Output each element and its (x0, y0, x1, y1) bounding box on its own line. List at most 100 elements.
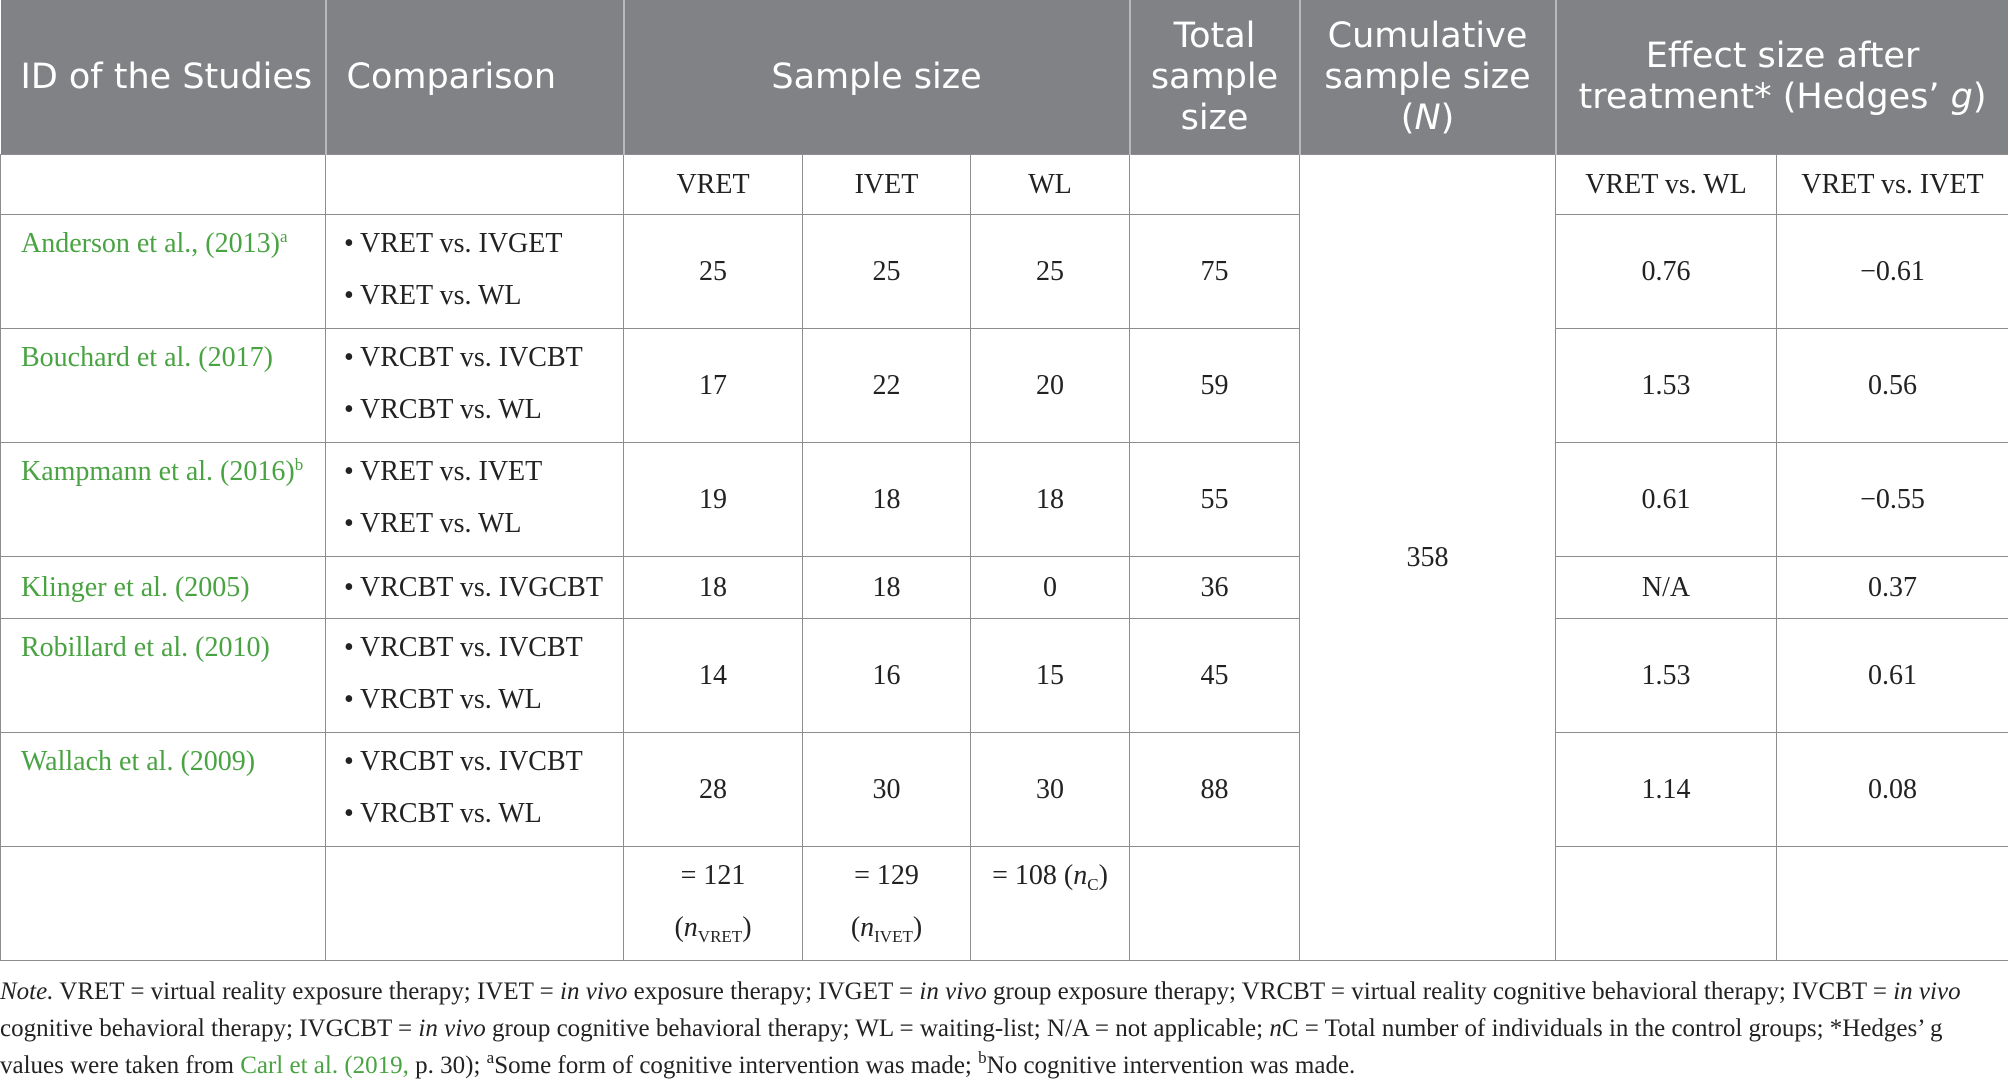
table-row: Kampmann et al. (2016)b • VRET vs. IVET •… (0, 442, 2008, 557)
note-italic: in vivo (919, 978, 987, 1005)
totals-empty-total (1129, 846, 1301, 961)
comparison-text: VRCBT vs. IVCBT (360, 342, 583, 373)
comparison-text: VRCBT vs. IVCBT (360, 632, 583, 663)
total-wl-value: = 108 (nC) (979, 859, 1121, 893)
total-wl-number: = 108 ( (992, 860, 1074, 891)
total-size: 88 (1129, 732, 1301, 847)
bullet: • (344, 456, 354, 487)
comparison-cell: • VRCBT vs. IVCBT • VRCBT vs. WL (325, 618, 624, 733)
bullet: • (344, 746, 354, 777)
bullet: • (344, 280, 354, 311)
effect-vret-vs-wl: 0.76 (1555, 214, 1778, 329)
total-ivet-cell: = 129 (nIVET) (802, 846, 971, 961)
comparison-item: • VRCBT vs. IVGCBT (344, 571, 623, 605)
comparison-cell: • VRCBT vs. IVCBT • VRCBT vs. WL (325, 328, 624, 443)
footnote-marker-b: b (978, 1048, 987, 1067)
total-wl-cell: = 108 (nC) (969, 846, 1131, 961)
bullet: • (344, 798, 354, 829)
effect-vret-vs-wl: 1.53 (1555, 618, 1778, 733)
citation-link[interactable]: Carl et al. (2019, (240, 1052, 409, 1079)
subheader-empty-total (1129, 154, 1301, 215)
totals-empty-es-wl (1555, 846, 1778, 961)
note-italic: in vivo (418, 1015, 486, 1042)
ivet-size: 18 (802, 556, 971, 619)
vret-size: 19 (623, 442, 803, 557)
comparison-item: • VRET vs. IVGET (344, 227, 623, 279)
note-text: group cognitive behavioral therapy; WL =… (485, 1015, 1270, 1042)
note-text: exposure therapy; IVGET = (627, 978, 920, 1005)
comparison-item: • VRET vs. IVET (344, 455, 623, 507)
table-row: Klinger et al. (2005) • VRCBT vs. IVGCBT … (0, 556, 2008, 619)
wl-size: 0 (969, 556, 1131, 619)
total-size: 75 (1129, 214, 1301, 329)
ivet-size: 25 (802, 214, 971, 329)
comparison-text: VRCBT vs. WL (360, 394, 542, 425)
vret-size: 14 (623, 618, 803, 733)
subheader-vret-vs-wl: VRET vs. WL (1555, 154, 1778, 215)
vret-size: 28 (623, 732, 803, 847)
study-name: Kampmann et al. (2016) (21, 456, 295, 487)
bullet: • (344, 571, 354, 603)
bullet: • (344, 508, 354, 539)
comparison-item: • VRCBT vs. IVCBT (344, 745, 623, 797)
study-name-cell: Wallach et al. (2009) (0, 732, 326, 847)
note-italic: in vivo (1893, 978, 1961, 1005)
total-ivet-value: = 129 (854, 860, 919, 891)
n-subscript: C (1087, 875, 1099, 894)
totals-empty-es-ivet (1776, 846, 2008, 961)
footnote-marker-a: a (486, 1048, 495, 1067)
comparison-cell: • VRET vs. IVET • VRET vs. WL (325, 442, 624, 557)
ivet-size: 18 (802, 442, 971, 557)
study-footnote-marker: a (279, 227, 288, 246)
header-cumulative-open: ( (1400, 97, 1415, 138)
comparison-item: • VRET vs. WL (344, 507, 623, 541)
n-subscript: IVET (874, 927, 913, 946)
total-size: 59 (1129, 328, 1301, 443)
header-cumulative: Cumulative sample size (N) (1299, 0, 1557, 155)
vret-size: 18 (623, 556, 803, 619)
header-comparison: Comparison (325, 0, 625, 155)
comparison-cell: • VRET vs. IVGET • VRET vs. WL (325, 214, 624, 329)
bullet: • (344, 394, 354, 425)
study-footnote-marker: b (294, 455, 304, 474)
wl-size: 18 (969, 442, 1131, 557)
subheader-ivet: IVET (802, 154, 971, 215)
bullet: • (344, 228, 354, 259)
header-sample-size: Sample size (623, 0, 1131, 155)
comparison-text: VRCBT vs. WL (360, 684, 542, 715)
bullet: • (344, 342, 354, 373)
effect-vret-vs-ivet: 0.37 (1776, 556, 2008, 619)
total-vret-label: (nVRET) (674, 912, 752, 946)
comparison-cell: • VRCBT vs. IVGCBT (325, 556, 624, 619)
subheader-vret: VRET (623, 154, 803, 215)
n-symbol: n (860, 912, 875, 943)
wl-size: 15 (969, 618, 1131, 733)
n-subscript: VRET (697, 927, 743, 946)
total-size: 45 (1129, 618, 1301, 733)
study-name-cell: Kampmann et al. (2016)b (0, 442, 326, 557)
effect-vret-vs-ivet: −0.55 (1776, 442, 2008, 557)
effect-vret-vs-ivet: −0.61 (1776, 214, 2008, 329)
header-effect-size: Effect size after treatment* (Hedges’ g) (1555, 0, 2008, 155)
comparison-cell: • VRCBT vs. IVCBT • VRCBT vs. WL (325, 732, 624, 847)
note-text: p. 30); (408, 1052, 487, 1079)
header-effect-close: ) (1972, 77, 1987, 117)
studies-table: ID of the Studies Comparison Sample size… (0, 0, 2008, 961)
totals-empty-comparison (325, 846, 624, 961)
note-italic: n (1269, 1015, 1282, 1042)
comparison-text: VRET vs. IVGET (360, 228, 563, 259)
header-effect-main: Effect size after treatment* (Hedges’ (1578, 36, 1951, 117)
comparison-item: • VRCBT vs. IVCBT (344, 631, 623, 683)
effect-vret-vs-ivet: 0.56 (1776, 328, 2008, 443)
comparison-item: • VRCBT vs. IVCBT (344, 341, 623, 393)
study-name: Anderson et al., (2013) (21, 228, 280, 259)
header-row: ID of the Studies Comparison Sample size… (0, 0, 2008, 155)
note-text: cognitive behavioral therapy; IVGCBT = (0, 1015, 419, 1042)
ivet-size: 22 (802, 328, 971, 443)
comparison-text: VRCBT vs. IVCBT (360, 746, 583, 777)
effect-vret-vs-wl: 1.14 (1555, 732, 1778, 847)
bullet: • (344, 684, 354, 715)
header-cumulative-close: ) (1440, 97, 1455, 138)
study-name: Wallach et al. (2009) (21, 746, 256, 777)
